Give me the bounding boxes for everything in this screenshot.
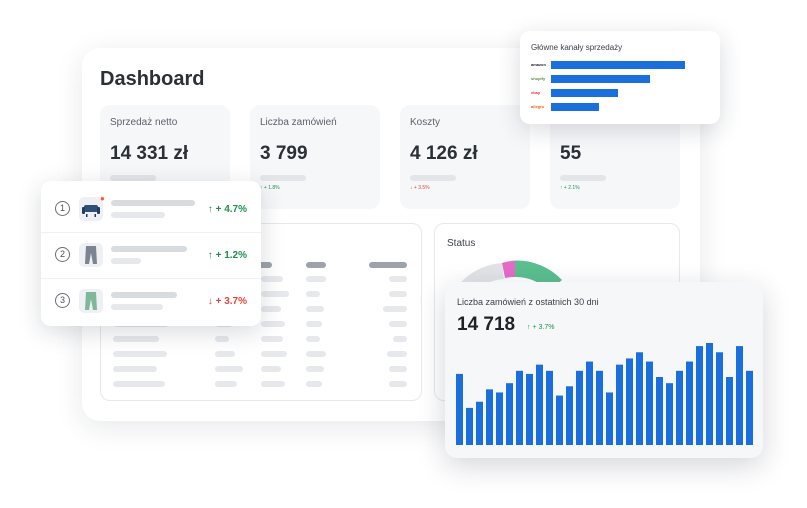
channel-bar (551, 61, 685, 69)
bar-day-1 (456, 373, 463, 445)
bar-day-7 (516, 370, 523, 445)
table-row[interactable] (113, 366, 413, 372)
channel-bar (551, 75, 651, 83)
bar-day-5 (496, 392, 503, 445)
product-change: ↑ + 1.2% (207, 250, 247, 261)
placeholder-bar (410, 175, 456, 181)
product-change: ↑ + 4.7% (207, 204, 247, 215)
orders-change: ↑ + 3.7% (527, 324, 555, 331)
bar-day-6 (506, 383, 513, 445)
bar-day-29 (736, 346, 743, 445)
allegro-logo-icon: allegro (531, 104, 545, 109)
ebay-logo-icon: ebay (531, 90, 541, 95)
stat-card-costs[interactable]: Koszty 4 126 zł ↓ + 3.5% (400, 105, 530, 209)
stat-change: ↑ + 1.8% (260, 185, 280, 191)
stat-change: ↓ + 3.5% (410, 185, 430, 191)
bar-day-8 (526, 373, 533, 445)
table-row[interactable] (113, 381, 413, 387)
shopify-logo-icon: shopify (531, 76, 546, 81)
orders-bar-chart (456, 343, 753, 445)
placeholder-bar (111, 200, 195, 206)
stat-value: 4 126 zł (410, 143, 478, 164)
bar-day-2 (466, 407, 473, 445)
placeholder-bar (111, 212, 165, 218)
placeholder-bar (111, 292, 177, 298)
rank-badge: 3 (55, 293, 70, 308)
bar-day-14 (586, 361, 593, 445)
placeholder-bar (111, 258, 141, 264)
bar-day-26 (706, 343, 713, 445)
stat-label: Koszty (410, 117, 441, 128)
amazon-logo-icon: amazon (531, 62, 546, 67)
placeholder-bar (111, 304, 163, 310)
bar-day-4 (486, 389, 493, 445)
stat-card-orders[interactable]: Liczba zamówień 3 799 ↑ + 1.8% (250, 105, 380, 209)
stat-value: 14 331 zł (110, 143, 189, 164)
bar-day-12 (566, 386, 573, 445)
table-row[interactable] (113, 351, 413, 357)
placeholder-bar (110, 175, 156, 181)
stat-label: Sprzedaż netto (110, 117, 178, 128)
bar-day-22 (666, 383, 673, 445)
bar-day-18 (626, 358, 633, 445)
bar-day-21 (656, 377, 663, 445)
stat-value: 55 (560, 143, 582, 164)
stat-label: Liczba zamówień (260, 117, 337, 128)
sales-channels-card: Główne kanały sprzedaży amazon shopify e… (520, 31, 720, 124)
orders-30-days-card: Liczba zamówień z ostatnich 30 dni 14 71… (445, 282, 763, 458)
bar-day-20 (646, 361, 653, 445)
placeholder-bar (560, 175, 606, 181)
placeholder-bar (111, 246, 187, 252)
table-header-row (113, 262, 413, 268)
bar-day-3 (476, 401, 483, 445)
channels-title: Główne kanały sprzedaży (531, 43, 623, 52)
channel-bar (551, 103, 600, 111)
table-row[interactable] (113, 336, 413, 342)
bar-day-27 (716, 352, 723, 445)
bar-day-23 (676, 370, 683, 445)
fire-icon: ● (100, 194, 105, 203)
orders-chart-title: Liczba zamówień z ostatnich 30 dni (457, 297, 599, 307)
bar-day-24 (686, 361, 693, 445)
status-label: Status (447, 238, 476, 249)
placeholder-bar (260, 175, 306, 181)
trousers-icon (79, 243, 103, 267)
bar-day-16 (606, 392, 613, 445)
product-row-2[interactable]: 2 ↑ + 1.2% (41, 232, 261, 278)
product-change: ↓ + 3.7% (207, 296, 247, 307)
bar-day-13 (576, 370, 583, 445)
stat-value: 3 799 (260, 143, 308, 164)
product-row-3[interactable]: 3 ↓ + 3.7% (41, 278, 261, 324)
bar-day-15 (596, 370, 603, 445)
rank-badge: 1 (55, 201, 70, 216)
bar-day-17 (616, 364, 623, 445)
product-row-1[interactable]: 1 ● ↑ + 4.7% (41, 186, 261, 232)
bar-day-9 (536, 364, 543, 445)
bar-day-28 (726, 377, 733, 445)
trousers-icon (79, 289, 103, 313)
stat-change: ↑ + 2.1% (560, 185, 580, 191)
bar-day-11 (556, 395, 563, 445)
page-title: Dashboard (100, 68, 205, 90)
armchair-icon (79, 197, 103, 221)
top-products-card: 1 ● ↑ + 4.7% 2 ↑ + 1.2% 3 ↓ + 3.7% (41, 181, 261, 326)
bar-day-19 (636, 352, 643, 445)
bar-day-30 (746, 370, 753, 445)
bar-day-25 (696, 346, 703, 445)
orders-total: 14 718 (457, 314, 516, 335)
channel-bar (551, 89, 618, 97)
bar-day-10 (546, 370, 553, 445)
rank-badge: 2 (55, 247, 70, 262)
